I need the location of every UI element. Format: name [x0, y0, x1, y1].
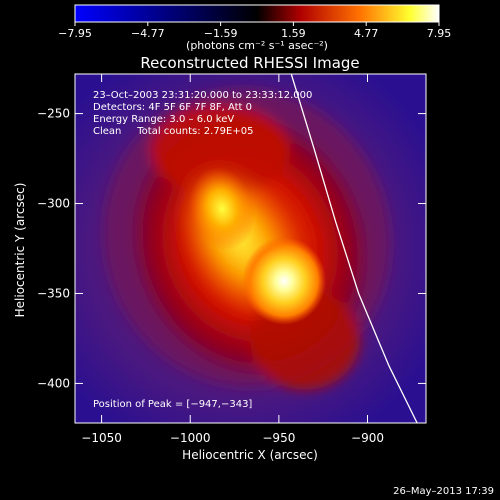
annotation-detectors: Detectors: 4F 5F 6F 7F 8F, Att 0	[93, 102, 252, 113]
plot-frame	[74, 73, 427, 424]
colorbar-tick-label: −7.95	[58, 27, 92, 40]
x-axis-ticks: −1050 −1000 −950 −900	[81, 74, 384, 445]
y-tick-label: −300	[37, 197, 70, 211]
colorbar-tick-label: −4.77	[131, 27, 165, 40]
heatmap-image	[75, 74, 426, 423]
y-tick-label: −350	[37, 286, 70, 300]
y-tick-label: −400	[37, 376, 70, 390]
upper-red-lobe	[150, 105, 290, 195]
y-tick-label: −250	[37, 107, 70, 121]
x-tick-label: −1050	[81, 431, 122, 445]
chart-title: Reconstructed RHESSI Image	[140, 54, 359, 72]
secondary-source	[189, 167, 255, 251]
solar-limb-curve	[290, 74, 418, 423]
x-tick-label: −900	[351, 431, 384, 445]
colorbar-tick-label: −1.59	[204, 27, 238, 40]
colorbar-tick-label: 4.77	[354, 27, 379, 40]
x-tick-label: −1000	[170, 431, 211, 445]
annotation-energy: Energy Range: 3.0 – 6.0 keV	[93, 114, 234, 125]
annotation-clean: Clean Total counts: 2.79E+05	[93, 126, 253, 137]
footer-timestamp: 26–May–2013 17:39	[393, 486, 494, 497]
colorbar	[74, 4, 440, 23]
y-axis-label: Heliocentric Y (arcsec)	[13, 183, 27, 318]
peak-source	[242, 236, 327, 325]
x-tick-label: −950	[262, 431, 295, 445]
colorbar-ticks: −7.95 −4.77 −1.59 1.59 4.77 7.95	[58, 22, 451, 40]
y-axis-ticks: −250 −300 −350 −400	[37, 107, 426, 390]
colorbar-tick-label: 1.59	[281, 27, 306, 40]
colorbar-unit-label: (photons cm⁻² s⁻¹ asec⁻²)	[186, 39, 328, 52]
observation-info: 23–Oct–2003 23:31:20.000 to 23:33:12.000…	[93, 90, 312, 137]
peak-position-label: Position of Peak = [−947,−343]	[93, 399, 252, 410]
annotation-time-range: 23–Oct–2003 23:31:20.000 to 23:33:12.000	[93, 90, 312, 101]
x-axis-label: Heliocentric X (arcsec)	[182, 448, 318, 462]
colorbar-tick-label: 7.95	[427, 27, 452, 40]
